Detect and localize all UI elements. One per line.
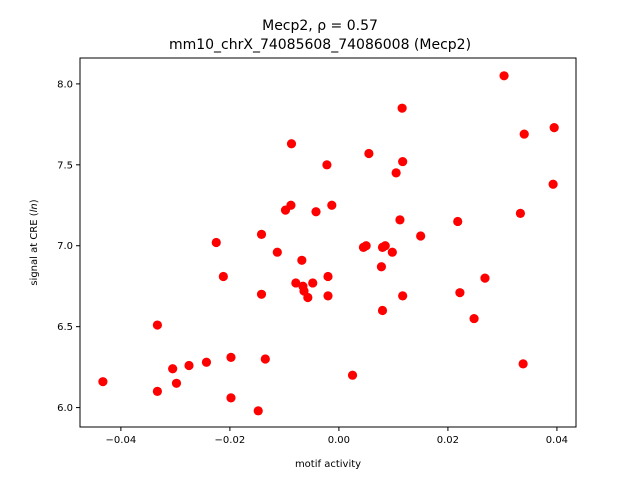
- data-point: [548, 179, 558, 189]
- data-point: [171, 378, 182, 388]
- data-point: [286, 200, 296, 210]
- data-point: [211, 237, 221, 248]
- y-tick-label: 7.5: [57, 160, 73, 171]
- data-point: [515, 208, 526, 218]
- data-point: [398, 156, 408, 167]
- data-point: [391, 168, 401, 178]
- data-point: [347, 370, 358, 380]
- data-point: [98, 377, 108, 387]
- data-point: [152, 320, 162, 330]
- data-point: [286, 139, 297, 149]
- data-point: [272, 247, 282, 257]
- x-tick-label: 0.04: [546, 435, 568, 446]
- y-tick-label: 7.0: [57, 241, 73, 252]
- data-point: [297, 255, 307, 265]
- x-axis: −0.04 −0.02 0.00 0.02 0.04: [106, 427, 568, 446]
- x-tick-label: −0.02: [215, 435, 246, 446]
- data-point: [311, 207, 321, 217]
- plot-area-frame: [79, 57, 577, 428]
- y-tick-label: 6.0: [57, 403, 73, 414]
- data-point: [327, 200, 337, 210]
- data-point: [168, 364, 178, 374]
- data-points: [98, 71, 559, 416]
- data-point: [291, 278, 301, 288]
- data-point: [364, 148, 374, 159]
- data-point: [395, 215, 405, 225]
- chart-subtitle: mm10_chrX_74085608_74086008 (Mecp2): [169, 37, 471, 53]
- data-point: [469, 313, 479, 324]
- data-point: [387, 247, 397, 257]
- y-axis: 6.0 6.5 7.0 7.5 8.0: [57, 79, 80, 414]
- data-point: [256, 289, 267, 299]
- x-tick-label: 0.00: [328, 435, 350, 446]
- data-point: [499, 71, 509, 81]
- y-tick-label: 8.0: [57, 79, 73, 90]
- data-point: [455, 288, 465, 298]
- data-point: [549, 122, 559, 133]
- data-point: [376, 262, 387, 272]
- data-point: [398, 291, 408, 301]
- x-axis-label: motif activity: [295, 459, 361, 470]
- data-point: [226, 352, 236, 363]
- data-point: [453, 216, 463, 227]
- data-point: [380, 241, 390, 251]
- data-point: [303, 292, 313, 303]
- data-point: [152, 386, 162, 396]
- data-point: [377, 305, 388, 316]
- data-point: [322, 160, 332, 170]
- x-tick-label: 0.02: [437, 435, 459, 446]
- data-point: [218, 271, 228, 282]
- data-point: [480, 273, 490, 283]
- data-point: [416, 231, 426, 241]
- chart-title: Mecp2, ρ = 0.57: [262, 18, 378, 34]
- data-point: [201, 357, 212, 367]
- y-tick-label: 6.5: [57, 322, 73, 333]
- data-point: [253, 406, 263, 416]
- data-point: [323, 291, 333, 301]
- data-point: [518, 359, 528, 369]
- data-point: [256, 229, 267, 240]
- x-tick-label: −0.04: [106, 435, 137, 446]
- data-point: [361, 241, 371, 251]
- data-point: [323, 271, 333, 282]
- y-axis-label: signal at CRE (ln): [29, 199, 40, 285]
- data-point: [519, 129, 529, 139]
- data-point: [397, 103, 407, 113]
- data-point: [226, 393, 236, 403]
- data-point: [308, 278, 318, 288]
- data-point: [260, 354, 270, 364]
- data-point: [184, 360, 194, 371]
